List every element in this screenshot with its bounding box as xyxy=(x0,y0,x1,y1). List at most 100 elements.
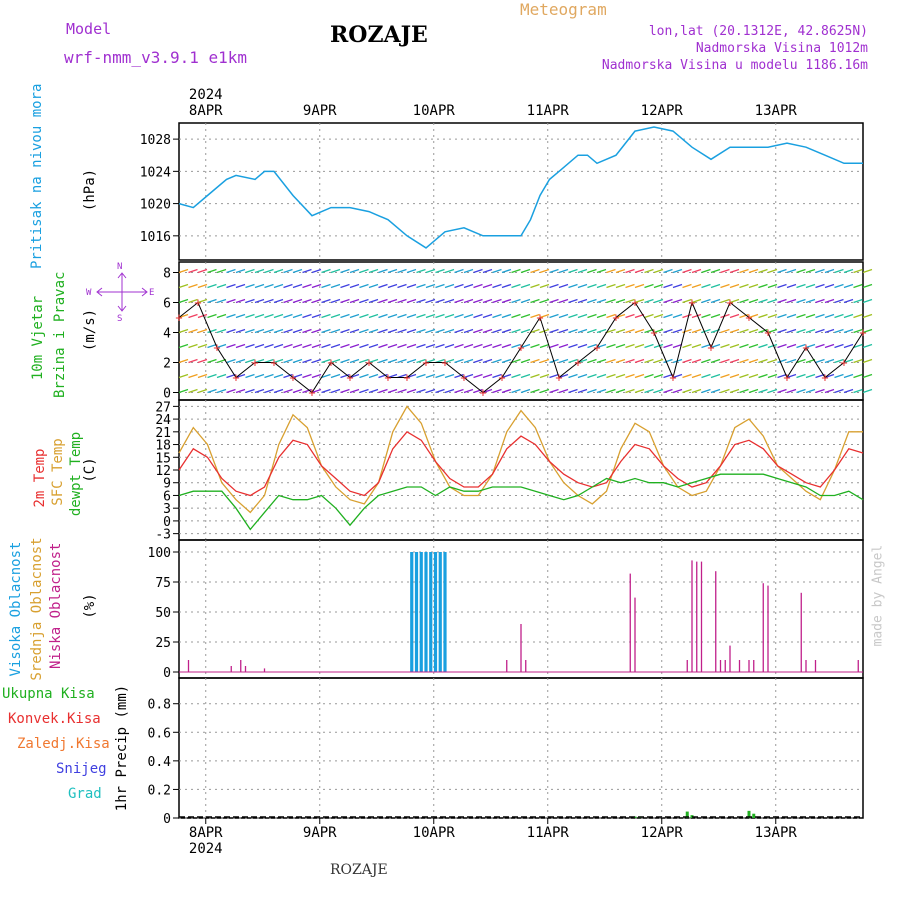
wind-arrow xyxy=(264,298,274,304)
wind-arrow xyxy=(416,283,426,289)
compass-s: S xyxy=(117,314,123,324)
wind-arrow xyxy=(824,328,835,334)
wind-arrow xyxy=(368,283,379,289)
wind-arrow xyxy=(378,298,388,304)
wind-arrow xyxy=(444,283,455,289)
wind-arrow xyxy=(425,388,436,394)
wind-arrow xyxy=(368,358,379,364)
wind-gust-marker: + xyxy=(403,371,410,385)
wind-arrow xyxy=(644,268,654,274)
wind-arrow xyxy=(824,388,835,394)
wind-arrow xyxy=(577,343,588,349)
wind-arrow xyxy=(444,268,455,274)
high-cloud-bar xyxy=(433,552,438,672)
wind-arrow xyxy=(292,283,303,289)
wind-arrow xyxy=(720,388,730,394)
wind-arrow xyxy=(558,313,569,319)
wind-arrow xyxy=(501,328,512,334)
wind-arrow xyxy=(340,313,350,319)
wind-arrow xyxy=(606,343,616,349)
wind-arrow xyxy=(815,298,825,304)
wind-arrow xyxy=(568,268,578,274)
wind-arrow xyxy=(254,388,265,394)
wind-arrow xyxy=(511,373,521,379)
wind-arrow xyxy=(492,268,502,274)
wind-arrow xyxy=(501,358,512,364)
wind-arrow xyxy=(283,358,293,364)
wind-arrow xyxy=(245,343,255,349)
wind-arrow xyxy=(796,313,806,319)
wind-arrow xyxy=(748,373,759,379)
wind-gust-marker: + xyxy=(251,356,258,370)
wind-arrow xyxy=(653,268,664,274)
wind-arrow xyxy=(473,358,483,364)
wind-arrow xyxy=(368,298,379,304)
wind-arrow xyxy=(226,388,236,394)
wind-arrow xyxy=(473,388,483,394)
wind-arrow xyxy=(197,373,208,379)
wind-arrow xyxy=(710,358,721,364)
wind-arrow xyxy=(216,373,227,379)
wind-arrow xyxy=(387,298,398,304)
wind-arrow xyxy=(378,388,388,394)
wind-arrow xyxy=(767,328,778,334)
y-tick-label-precip: 0.2 xyxy=(148,783,171,798)
wind-arrow xyxy=(188,358,198,364)
wind-arrow xyxy=(273,283,284,289)
wind-arrow xyxy=(729,283,740,289)
wind-arrow xyxy=(368,328,379,334)
wind-arrow xyxy=(283,373,293,379)
wind-arrow xyxy=(245,268,255,274)
wind-arrow xyxy=(691,358,702,364)
wind-arrow xyxy=(729,343,740,349)
wind-arrow xyxy=(188,283,198,289)
wind-arrow xyxy=(178,298,189,304)
wind-arrow xyxy=(454,313,464,319)
wind-arrow xyxy=(235,283,246,289)
compass-w: W xyxy=(86,288,92,298)
wind-arrow xyxy=(815,343,825,349)
wind-arrow xyxy=(425,313,436,319)
high-cloud-bar xyxy=(414,552,419,672)
wind-arrow xyxy=(368,313,379,319)
wind-arrow xyxy=(397,343,407,349)
wind-arrow xyxy=(777,328,787,334)
y-tick-label-cloud: 100 xyxy=(148,546,171,561)
wind-arrow xyxy=(245,283,255,289)
wind-arrow xyxy=(843,388,854,394)
wind-arrow xyxy=(672,313,683,319)
wind-gust-marker: + xyxy=(707,341,714,355)
wind-arrow xyxy=(805,298,816,304)
wind-arrow xyxy=(596,313,607,319)
wind-arrow xyxy=(283,268,293,274)
wind-gust-marker: + xyxy=(194,296,201,310)
wind-arrow xyxy=(720,313,730,319)
wind-arrow xyxy=(530,388,540,394)
wind-arrow xyxy=(577,328,588,334)
wind-arrow xyxy=(786,343,797,349)
wind-arrow xyxy=(397,388,407,394)
wind-arrow xyxy=(207,388,217,394)
wind-arrow xyxy=(634,298,645,304)
wind-arrow xyxy=(587,313,597,319)
wind-arrow xyxy=(235,388,246,394)
wind-arrow xyxy=(292,388,303,394)
wind-arrow xyxy=(340,358,350,364)
wind-arrow xyxy=(644,283,654,289)
wind-gust-marker: + xyxy=(745,311,752,325)
wind-arrow xyxy=(235,328,246,334)
y-tick-label-precip: 0.4 xyxy=(148,755,172,770)
wind-arrow xyxy=(786,313,797,319)
wind-arrow xyxy=(720,298,730,304)
wind-arrow xyxy=(767,283,778,289)
wind-arrow xyxy=(473,268,483,274)
wind-gust-marker: + xyxy=(764,326,771,340)
wind-arrow xyxy=(615,313,626,319)
wind-arrow xyxy=(340,373,350,379)
wind-arrow xyxy=(197,343,208,349)
wind-arrow xyxy=(786,373,797,379)
wind-arrow xyxy=(311,298,322,304)
wind-arrow xyxy=(435,313,445,319)
panel-frame-wind xyxy=(178,261,864,401)
wind-arrow xyxy=(691,283,702,289)
